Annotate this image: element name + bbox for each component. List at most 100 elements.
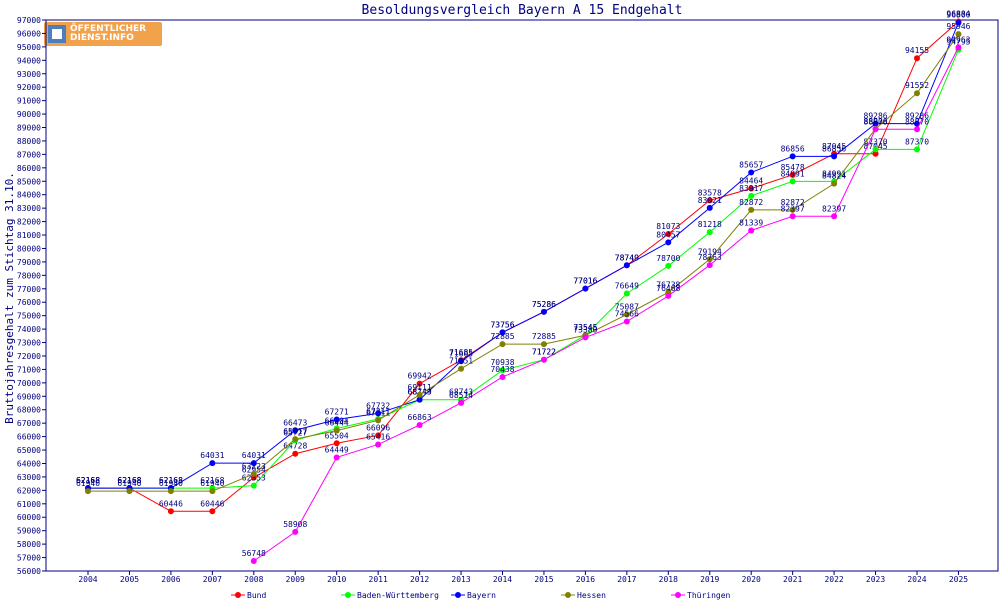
chart-title: Besoldungsvergleich Bayern A 15 Endgehal… [362, 3, 683, 18]
y-tick-label: 92000 [17, 83, 41, 92]
y-tick-label: 78000 [17, 271, 41, 280]
y-tick-label: 90000 [17, 110, 41, 119]
data-label: 78700 [656, 254, 680, 263]
y-tick-label: 66000 [17, 433, 41, 442]
data-point [914, 146, 920, 153]
data-point [333, 440, 340, 447]
data-label: 73545 [573, 323, 597, 332]
data-label: 83578 [698, 188, 722, 197]
x-tick-label: 2020 [742, 575, 761, 584]
y-tick-label: 65000 [17, 446, 41, 455]
data-point [499, 341, 506, 348]
y-tick-label: 76000 [17, 298, 41, 307]
data-point [458, 358, 465, 365]
data-point [209, 488, 216, 495]
data-label: 77016 [573, 277, 597, 286]
data-label: 62168 [159, 476, 183, 485]
y-tick-label: 84000 [17, 191, 41, 200]
data-point [789, 213, 796, 220]
series-line [88, 33, 959, 492]
legend-label: Baden-Württemberg [357, 591, 439, 600]
data-label: 84824 [822, 172, 846, 181]
y-tick-label: 94000 [17, 56, 41, 65]
legend-marker [345, 592, 351, 598]
x-tick-label: 2007 [203, 575, 222, 584]
y-tick-label: 57000 [17, 554, 41, 563]
data-label: 61940 [76, 479, 100, 488]
legend-item: Bayern [451, 591, 496, 600]
y-tick-label: 93000 [17, 70, 41, 79]
data-label: 67211 [366, 408, 390, 417]
logo-text: ÖFFENTLICHER DIENST.INFO [70, 25, 146, 43]
data-label: 62353 [242, 474, 266, 483]
data-label: 85478 [781, 163, 805, 172]
x-tick-label: 2005 [120, 575, 139, 584]
legend-item: Baden-Württemberg [341, 591, 439, 600]
data-label: 72885 [532, 332, 556, 341]
data-point [789, 178, 796, 185]
data-label: 78749 [615, 253, 639, 262]
data-label: 78763 [698, 253, 722, 262]
data-point [914, 90, 920, 97]
data-label: 85657 [739, 160, 763, 169]
legend-label: Thüringen [687, 591, 731, 600]
data-label: 79194 [698, 247, 722, 256]
data-label: 91552 [905, 81, 929, 90]
y-tick-label: 67000 [17, 419, 41, 428]
y-tick-label: 82000 [17, 218, 41, 227]
data-point [789, 153, 796, 160]
x-tick-label: 2010 [327, 575, 346, 584]
legend-label: Bayern [467, 591, 496, 600]
y-tick-label: 97000 [17, 16, 41, 25]
data-label: 88906 [864, 117, 888, 126]
data-label: 74566 [615, 309, 639, 318]
data-point [706, 262, 713, 269]
data-label: 78749 [615, 253, 639, 262]
data-label: 63223 [242, 462, 266, 471]
data-label: 88870 [905, 117, 929, 126]
data-label: 60446 [200, 499, 224, 508]
data-label: 84991 [781, 169, 805, 178]
data-point [872, 146, 879, 153]
data-label: 72885 [490, 332, 514, 341]
x-tick-label: 2006 [161, 575, 180, 584]
data-point [665, 231, 672, 238]
x-tick-label: 2009 [286, 575, 305, 584]
y-tick-label: 58000 [17, 540, 41, 549]
data-label: 83021 [698, 196, 722, 205]
data-label: 88870 [864, 117, 888, 126]
data-label: 71605 [449, 349, 473, 358]
data-point [167, 488, 174, 495]
data-label: 94795 [946, 38, 970, 47]
data-label: 68743 [449, 388, 473, 397]
data-point [540, 341, 547, 348]
data-label: 71051 [449, 357, 473, 366]
y-tick-label: 68000 [17, 406, 41, 415]
y-tick-label: 85000 [17, 177, 41, 186]
data-label: 69111 [408, 383, 432, 392]
data-label: 84464 [739, 176, 763, 185]
data-point [499, 329, 506, 336]
data-label: 87370 [905, 137, 929, 146]
data-point [665, 292, 672, 299]
x-tick-label: 2019 [700, 575, 719, 584]
data-point [872, 120, 879, 127]
x-tick-label: 2014 [493, 575, 512, 584]
y-tick-label: 87000 [17, 150, 41, 159]
data-label: 83917 [739, 184, 763, 193]
data-label: 86856 [781, 144, 805, 153]
data-label: 73756 [490, 320, 514, 329]
data-label: 61940 [159, 479, 183, 488]
data-label: 87045 [822, 142, 846, 151]
y-tick-label: 74000 [17, 325, 41, 334]
data-label: 64031 [242, 451, 266, 460]
data-point [789, 171, 796, 178]
y-tick-label: 79000 [17, 258, 41, 267]
data-label: 66444 [325, 419, 349, 428]
data-point [789, 206, 796, 213]
data-point [499, 373, 506, 380]
x-tick-label: 2012 [410, 575, 429, 584]
data-point [540, 308, 547, 315]
